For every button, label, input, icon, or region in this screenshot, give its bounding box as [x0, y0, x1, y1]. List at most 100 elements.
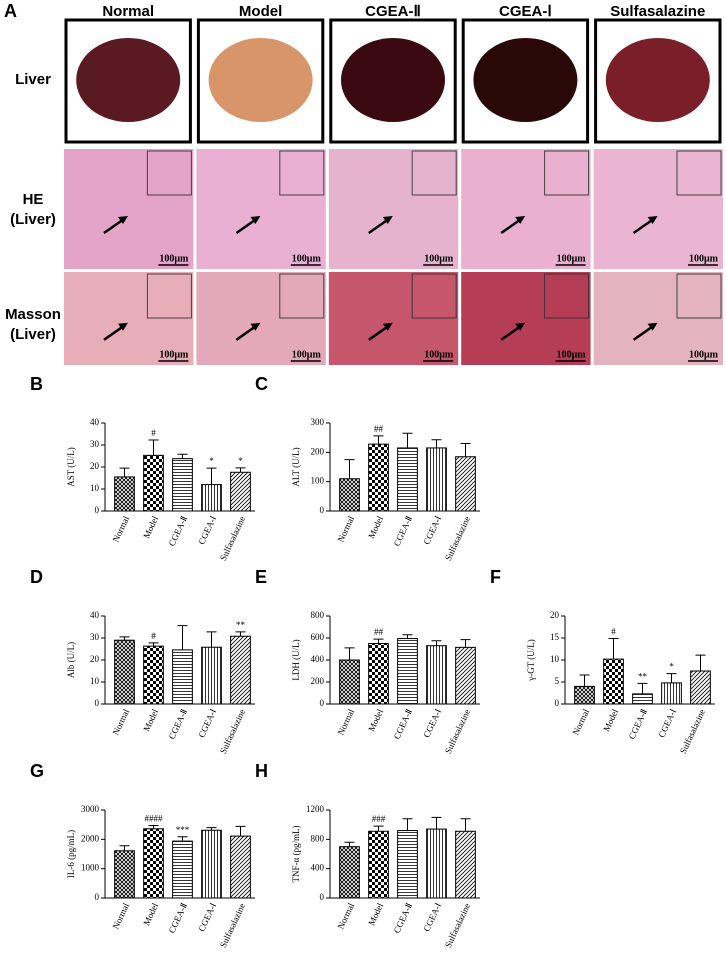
bar — [661, 682, 682, 705]
y-axis-label: IL-6 (pg/mL) — [66, 830, 76, 878]
error-bar — [119, 845, 130, 851]
y-tick-label: 0 — [320, 698, 325, 708]
y-tick-label: 40 — [90, 610, 100, 620]
scale-bar-label: 100μm — [159, 253, 189, 264]
bar — [172, 840, 193, 899]
arrow — [368, 324, 390, 341]
y-tick-label: 400 — [311, 863, 325, 873]
x-tick-label: CGEA-Ⅱ — [392, 707, 415, 740]
significance-label: # — [151, 631, 156, 641]
panel-label: C — [255, 374, 268, 394]
error-bar — [637, 682, 648, 694]
scale-bar-label: 100μm — [557, 253, 587, 264]
scale-bar-label: 100μm — [424, 349, 454, 360]
y-tick-label: 1000 — [81, 863, 100, 873]
row-label: Liver — [15, 71, 51, 88]
bar — [455, 456, 476, 512]
x-tick-label: Sulfasalazine — [218, 707, 247, 755]
y-axis-label: Alb (U/L) — [66, 642, 76, 678]
y-tick-label: 0 — [95, 698, 100, 708]
liver-photo — [76, 38, 181, 122]
error-bar — [206, 467, 217, 485]
x-tick-label: Model — [366, 707, 385, 733]
photo-inset — [146, 273, 192, 319]
error-bar — [460, 443, 471, 457]
x-tick-label: CGEA-Ⅰ — [196, 514, 218, 546]
y-tick-label: 800 — [311, 610, 325, 620]
x-tick-label: Sulfasalazine — [678, 707, 707, 755]
scale-bar-label: 100μm — [424, 253, 454, 264]
column-header: CGEA-Ⅰ — [499, 3, 552, 20]
panel-label: A — [4, 1, 17, 21]
arrow-head — [382, 322, 393, 331]
scale-bar-label: 100μm — [689, 253, 719, 264]
error-bar — [177, 453, 188, 459]
y-tick-label: 30 — [90, 632, 100, 642]
x-tick-label: CGEA-Ⅱ — [627, 707, 650, 740]
y-tick-label: 800 — [311, 833, 325, 843]
liver-photo — [341, 38, 445, 122]
arrow — [632, 217, 655, 235]
significance-label: # — [151, 428, 156, 438]
photo-inset — [544, 150, 590, 196]
error-bar — [460, 818, 471, 832]
error-bar — [235, 825, 246, 837]
scale-bar-label: 100μm — [292, 349, 322, 360]
error-bar — [235, 467, 246, 473]
error-bar — [148, 642, 159, 647]
error-bar — [177, 625, 188, 650]
x-tick-label: CGEA-Ⅱ — [392, 901, 415, 934]
scale-bar-label: 100μm — [292, 253, 322, 264]
arrow-head — [118, 322, 128, 331]
arrow — [500, 324, 522, 341]
x-tick-label: CGEA-Ⅱ — [167, 707, 190, 740]
photo-inset — [279, 150, 325, 196]
y-tick-label: 0 — [555, 698, 560, 708]
x-tick-label: Model — [141, 901, 160, 927]
error-bar — [608, 637, 619, 660]
y-tick-label: 20 — [90, 654, 100, 664]
bar — [426, 828, 447, 899]
bar — [426, 447, 447, 512]
error-bar — [431, 439, 442, 448]
significance-label: * — [209, 456, 214, 466]
arrow — [235, 324, 258, 341]
error-bar — [119, 636, 130, 641]
panel-label: G — [30, 761, 44, 781]
column-header: Normal — [102, 3, 154, 20]
arrow — [500, 217, 522, 235]
x-tick-label: Sulfasalazine — [443, 514, 472, 562]
x-tick-label: Normal — [110, 901, 131, 931]
bar — [201, 484, 222, 512]
error-bar — [695, 654, 706, 671]
y-tick-label: 200 — [311, 676, 325, 686]
y-tick-label: 15 — [550, 632, 560, 642]
y-tick-label: 0 — [95, 892, 100, 902]
y-tick-label: 3000 — [81, 804, 100, 814]
y-tick-label: 1200 — [306, 804, 325, 814]
error-bar — [373, 825, 384, 832]
significance-label: ## — [374, 627, 384, 637]
x-tick-label: Model — [141, 514, 160, 540]
x-tick-label: CGEA-Ⅰ — [196, 901, 218, 933]
error-bar — [206, 631, 217, 648]
column-header: Model — [239, 3, 282, 20]
y-tick-label: 100 — [311, 476, 325, 486]
photo-inset — [411, 150, 457, 196]
bar — [339, 659, 360, 705]
scale-bar-label: 100μm — [159, 349, 189, 360]
column-header: Sulfasalazine — [610, 3, 705, 20]
row-label: (Liver) — [10, 211, 56, 228]
error-bar — [177, 836, 188, 842]
bar — [397, 638, 418, 705]
error-bar — [344, 647, 355, 660]
bar — [230, 835, 251, 899]
bar — [426, 645, 447, 705]
liver-photo — [208, 38, 313, 122]
significance-label: * — [669, 662, 674, 672]
bar — [172, 649, 193, 705]
x-tick-label: CGEA-Ⅰ — [421, 901, 443, 933]
arrow — [103, 217, 125, 235]
bar — [114, 850, 135, 899]
